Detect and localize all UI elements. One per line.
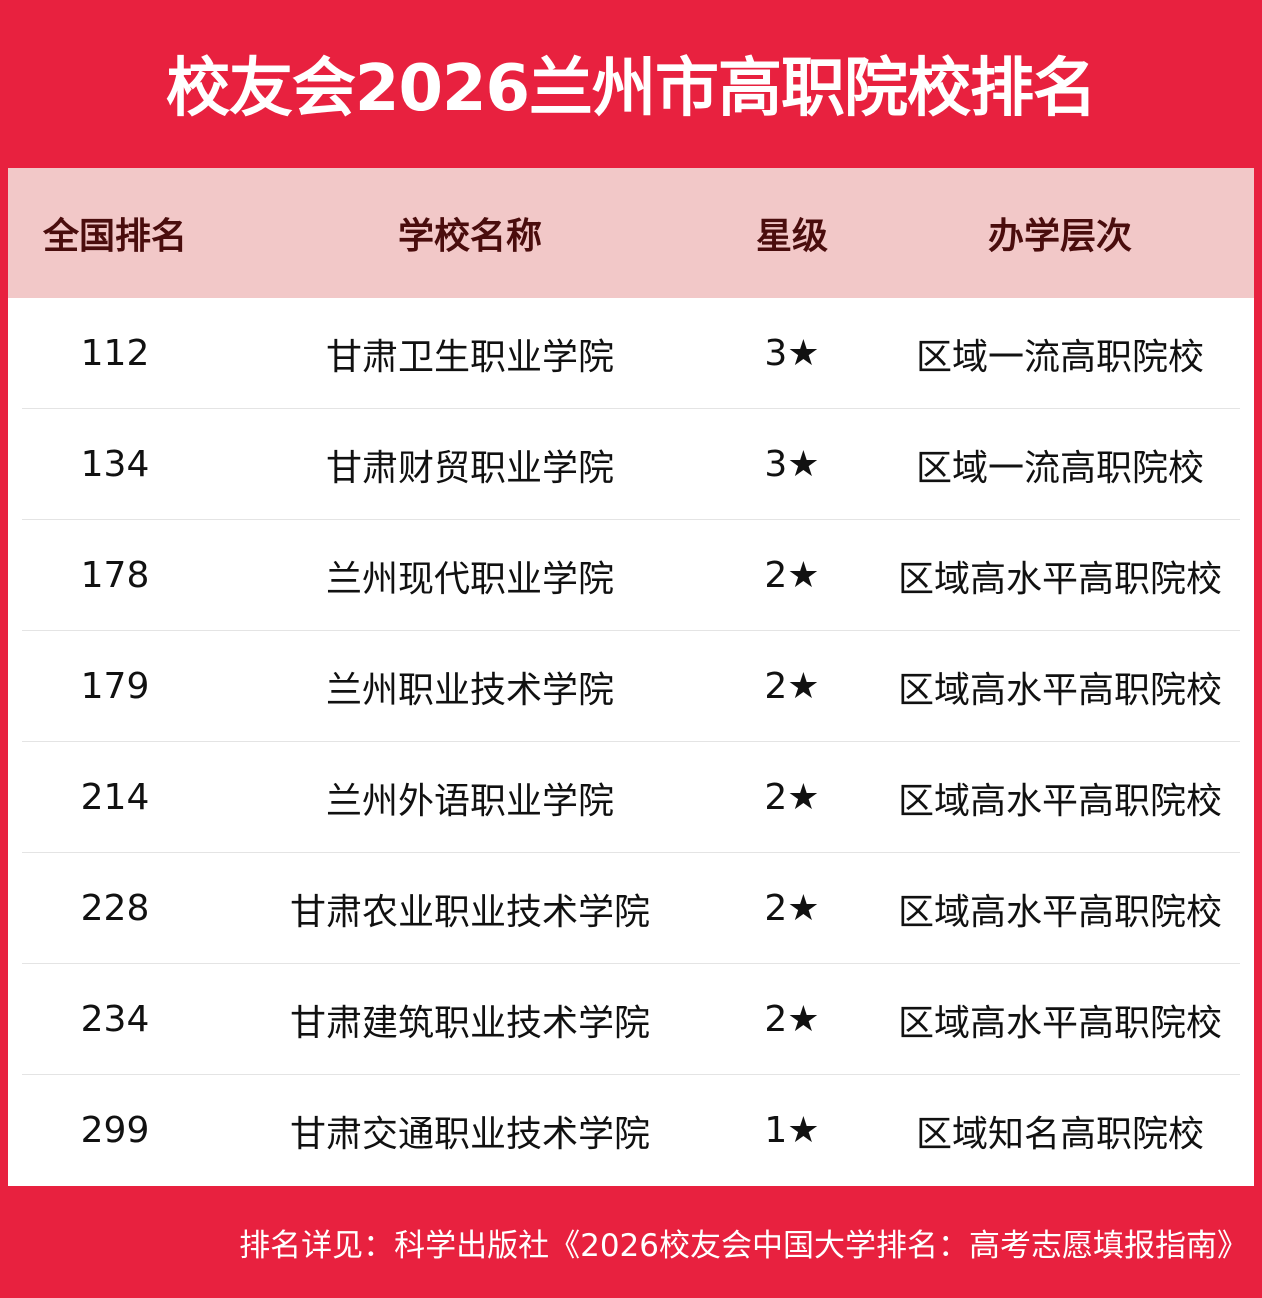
stars-cell: 1★ — [764, 1110, 820, 1151]
stars-cell: 2★ — [764, 666, 820, 707]
stars-cell: 3★ — [764, 444, 820, 485]
school-name-cell: 兰州现代职业学院 — [325, 558, 614, 600]
rank-cell: 234 — [80, 999, 150, 1040]
school-name-cell: 甘肃农业职业技术学院 — [289, 891, 650, 933]
table-row: 179 兰州职业技术学院 2★ 区域高水平高职院校 — [8, 631, 1254, 742]
level-cell: 区域高水平高职院校 — [897, 558, 1222, 600]
header-school-name: 学校名称 — [397, 216, 542, 257]
table-row: 112 甘肃卫生职业学院 3★ 区域一流高职院校 — [8, 298, 1254, 409]
stars-cell: 2★ — [764, 777, 820, 818]
rank-cell: 112 — [80, 333, 150, 374]
level-cell: 区域高水平高职院校 — [897, 669, 1222, 711]
table-header: 全国排名 学校名称 星级 办学层次 — [8, 168, 1254, 298]
header-stars: 星级 — [755, 216, 828, 257]
level-cell: 区域高水平高职院校 — [897, 780, 1222, 822]
level-cell: 区域高水平高职院校 — [897, 891, 1222, 933]
source-note: 排名详见：科学出版社《2026校友会中国大学排名：高考志愿填报指南》 — [239, 1227, 1248, 1264]
stars-cell: 2★ — [764, 888, 820, 929]
level-cell: 区域知名高职院校 — [915, 1113, 1204, 1155]
level-cell: 区域一流高职院校 — [915, 336, 1204, 378]
table-row: 178 兰州现代职业学院 2★ 区域高水平高职院校 — [8, 520, 1254, 631]
table-row: 214 兰州外语职业学院 2★ 区域高水平高职院校 — [8, 742, 1254, 853]
header-level: 办学层次 — [987, 216, 1132, 257]
table-body: 112 甘肃卫生职业学院 3★ 区域一流高职院校 134 甘肃财贸职业学院 3★ 区域一流高职… — [8, 298, 1254, 1186]
school-name-cell: 甘肃卫生职业学院 — [325, 336, 614, 378]
school-name-cell: 甘肃建筑职业技术学院 — [289, 1002, 650, 1044]
ranking-table: 全国排名 学校名称 星级 办学层次 112 甘肃卫生职业学院 3★ 区域一流高职院校 1… — [8, 168, 1254, 1186]
level-cell: 区域高水平高职院校 — [897, 1002, 1222, 1044]
rank-cell: 214 — [80, 777, 150, 818]
rank-cell: 228 — [80, 888, 150, 929]
rank-cell: 179 — [80, 666, 150, 707]
table-row: 134 甘肃财贸职业学院 3★ 区域一流高职院校 — [8, 409, 1254, 520]
stars-cell: 2★ — [764, 555, 820, 596]
school-name-cell: 兰州职业技术学院 — [325, 669, 614, 711]
table-row: 228 甘肃农业职业技术学院 2★ 区域高水平高职院校 — [8, 853, 1254, 964]
page-title: 校友会2026兰州市高职院校排名 — [165, 52, 1097, 126]
level-cell: 区域一流高职院校 — [915, 447, 1204, 489]
school-name-cell: 兰州外语职业学院 — [325, 780, 614, 822]
rank-cell: 134 — [80, 444, 150, 485]
school-name-cell: 甘肃交通职业技术学院 — [289, 1113, 650, 1155]
school-name-cell: 甘肃财贸职业学院 — [325, 447, 614, 489]
table-row: 234 甘肃建筑职业技术学院 2★ 区域高水平高职院校 — [8, 964, 1254, 1075]
stars-cell: 2★ — [764, 999, 820, 1040]
rank-cell: 178 — [80, 555, 150, 596]
table-row: 299 甘肃交通职业技术学院 1★ 区域知名高职院校 — [8, 1075, 1254, 1186]
header-rank: 全国排名 — [42, 216, 187, 257]
rank-cell: 299 — [80, 1110, 150, 1151]
stars-cell: 3★ — [764, 333, 820, 374]
